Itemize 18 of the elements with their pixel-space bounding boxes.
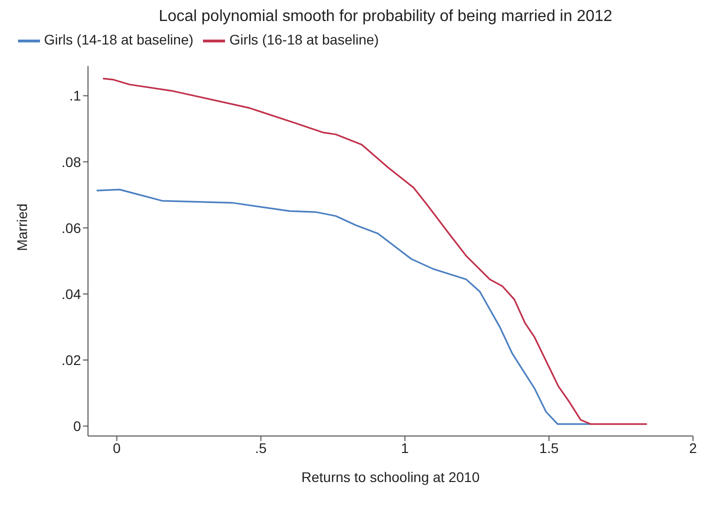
x-tick-label: 2: [689, 440, 698, 456]
y-axis-title: Married: [14, 204, 30, 251]
line-series: [102, 78, 648, 425]
x-tick-label: 1.5: [539, 440, 559, 456]
y-tick-label: .04: [62, 286, 82, 302]
y-tick-label: .02: [62, 352, 82, 368]
x-axis-title: Returns to schooling at 2010: [301, 469, 480, 485]
y-tick-label: .06: [62, 220, 82, 236]
x-tick-label: 1: [401, 440, 410, 456]
legend-label: Girls (16-18 at baseline): [229, 32, 379, 48]
y-tick-label: .08: [62, 154, 82, 170]
line-series: [96, 188, 592, 425]
x-tick-label: 0: [112, 440, 121, 456]
chart-title: Local polynomial smooth for probability of being married in 2012: [158, 8, 614, 26]
y-tick-label: 0: [73, 418, 82, 434]
x-tick-label: .5: [255, 440, 267, 456]
legend-label: Girls (14-18 at baseline): [44, 32, 194, 48]
y-tick-label: .1: [69, 88, 82, 104]
